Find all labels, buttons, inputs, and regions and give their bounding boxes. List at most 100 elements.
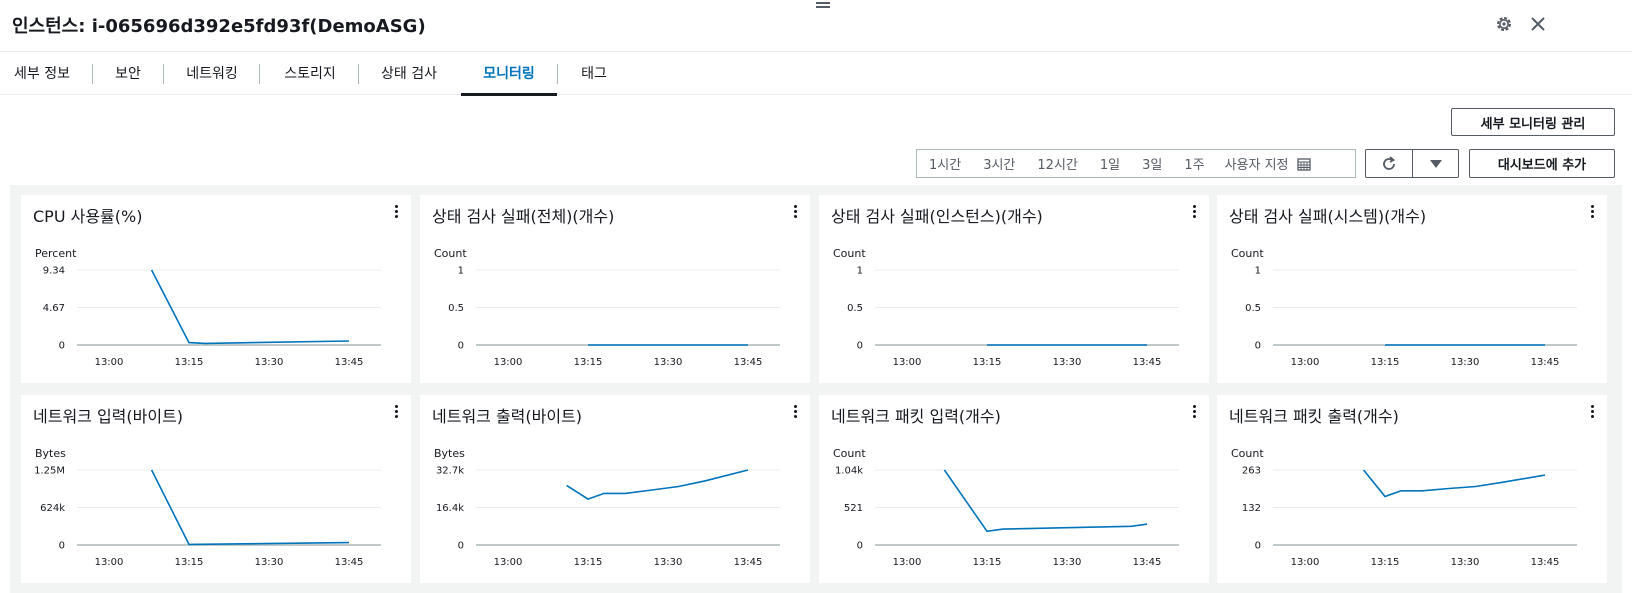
line-chart: 32.7k 16.4k 0 13:00 13:15 13:30 13:45 (436, 466, 780, 568)
y-tick-label: 32.7k (436, 466, 464, 477)
y-axis-unit-label: Count (833, 247, 866, 260)
tab-status-checks[interactable]: 상태 검사 (381, 66, 437, 82)
metric-card: 네트워크 입력(바이트) Bytes 1.25M 624k 0 13:00 13:15 13:… (21, 395, 411, 583)
time-range-1d[interactable]: 1일 (1099, 158, 1121, 173)
y-tick-label: 4.67 (43, 303, 65, 314)
page-title: 인스턴스: i-065696d392e5fd93f(DemoASG) (12, 16, 426, 37)
kebab-menu-icon[interactable] (788, 203, 802, 221)
x-tick-label: 13:00 (494, 557, 523, 568)
kebab-menu-icon[interactable] (1187, 403, 1201, 421)
time-range-1w[interactable]: 1주 (1184, 158, 1205, 173)
y-tick-label: 0 (1255, 341, 1261, 352)
x-tick-label: 13:00 (1291, 557, 1320, 568)
metric-card: 상태 검사 실패(시스템)(개수) Count 1 0.5 0 13:00 13:15 13:… (1217, 195, 1607, 383)
kebab-menu-icon[interactable] (389, 403, 403, 421)
tab-divider (92, 64, 93, 84)
y-axis-unit-label: Count (833, 447, 866, 460)
x-tick-label: 13:15 (175, 557, 204, 568)
metric-card: 네트워크 출력(바이트) Bytes 32.7k 16.4k 0 13:00 13:15 13… (420, 395, 810, 583)
tab-details[interactable]: 세부 정보 (14, 66, 70, 82)
y-tick-label: 0.5 (847, 303, 863, 314)
x-tick-label: 13:45 (1133, 557, 1162, 568)
x-tick-label: 13:00 (95, 357, 124, 368)
metric-card-title: 네트워크 출력(바이트) (432, 407, 583, 426)
x-tick-label: 13:45 (734, 557, 763, 568)
line-chart: 1 0.5 0 13:00 13:15 13:30 13:45 (847, 266, 1179, 368)
x-tick-label: 13:30 (255, 557, 284, 568)
y-axis-unit-label: Count (1231, 247, 1264, 260)
x-tick-label: 13:30 (654, 557, 683, 568)
x-tick-label: 13:45 (1531, 357, 1560, 368)
metric-card-title: 네트워크 패킷 입력(개수) (831, 407, 1001, 426)
tab-divider (259, 64, 260, 84)
calendar-icon[interactable] (1296, 157, 1311, 171)
gear-icon[interactable] (1494, 14, 1514, 34)
x-tick-label: 13:45 (335, 357, 364, 368)
time-range-custom[interactable]: 사용자 지정 (1224, 158, 1289, 173)
y-tick-label: 0 (1255, 541, 1261, 552)
kebab-menu-icon[interactable] (389, 203, 403, 221)
series-line (1362, 469, 1546, 498)
refresh-options-dropdown[interactable] (1412, 149, 1459, 178)
y-tick-label: 1 (458, 266, 464, 277)
metric-card-title: CPU 사용률(%) (33, 207, 143, 226)
line-chart: 1.04k 521 0 13:00 13:15 13:30 13:45 (835, 466, 1179, 568)
series-line (943, 469, 1148, 533)
tab-security[interactable]: 보안 (115, 66, 141, 82)
refresh-icon (1383, 155, 1396, 170)
x-tick-label: 13:30 (1053, 557, 1082, 568)
tab-storage[interactable]: 스토리지 (284, 66, 336, 82)
tab-monitoring[interactable]: 모니터링 (461, 53, 557, 96)
time-range-3h[interactable]: 3시간 (983, 158, 1016, 173)
close-icon[interactable] (1528, 14, 1548, 34)
add-to-dashboard-button[interactable]: 대시보드에 추가 (1469, 149, 1615, 178)
y-tick-label: 624k (40, 503, 65, 514)
y-tick-label: 0 (458, 541, 464, 552)
metric-card-title: 상태 검사 실패(시스템)(개수) (1229, 207, 1427, 226)
time-range-12h[interactable]: 12시간 (1037, 158, 1078, 173)
tab-tags[interactable]: 태그 (581, 66, 607, 82)
caret-down-icon (1429, 159, 1442, 168)
y-tick-label: 521 (844, 503, 863, 514)
x-tick-label: 13:45 (1531, 557, 1560, 568)
metric-card: 상태 검사 실패(인스턴스)(개수) Count 1 0.5 0 13:00 13:15 13… (819, 195, 1209, 383)
y-tick-label: 0 (857, 541, 863, 552)
y-tick-label: 1 (857, 266, 863, 277)
y-tick-label: 0.5 (1245, 303, 1261, 314)
y-tick-label: 1 (1255, 266, 1261, 277)
y-axis-unit-label: Percent (35, 247, 77, 260)
y-tick-label: 1.25M (34, 466, 65, 477)
tab-bar: 세부 정보 보안 네트워킹 스토리지 상태 검사 모니터링 태그 (0, 53, 1632, 96)
time-range-1h[interactable]: 1시간 (929, 158, 962, 173)
y-axis-unit-label: Count (434, 247, 467, 260)
x-tick-label: 13:15 (1371, 557, 1400, 568)
x-tick-label: 13:00 (893, 357, 922, 368)
x-tick-label: 13:30 (255, 357, 284, 368)
x-tick-label: 13:00 (494, 357, 523, 368)
kebab-menu-icon[interactable] (1585, 203, 1599, 221)
line-chart: 1 0.5 0 13:00 13:15 13:30 13:45 (1245, 266, 1577, 368)
refresh-button[interactable] (1365, 149, 1413, 178)
x-tick-label: 13:15 (973, 357, 1002, 368)
kebab-menu-icon[interactable] (1585, 403, 1599, 421)
time-range-3d[interactable]: 3일 (1142, 158, 1163, 173)
x-tick-label: 13:15 (973, 557, 1002, 568)
x-tick-label: 13:15 (1371, 357, 1400, 368)
y-tick-label: 0 (59, 341, 65, 352)
manage-detailed-monitoring-button[interactable]: 세부 모니터링 관리 (1451, 108, 1615, 136)
resize-handle[interactable] (816, 0, 830, 10)
metric-card-title: 네트워크 패킷 출력(개수) (1229, 407, 1399, 426)
y-tick-label: 0 (59, 541, 65, 552)
x-tick-label: 13:45 (1133, 357, 1162, 368)
x-tick-label: 13:30 (1451, 557, 1480, 568)
y-axis-unit-label: Count (1231, 447, 1264, 460)
metric-card: CPU 사용률(%) Percent 9.34 4.67 0 13:00 13:15 13:3… (21, 195, 411, 383)
kebab-menu-icon[interactable] (1187, 203, 1201, 221)
metric-card: 네트워크 패킷 입력(개수) Count 1.04k 521 0 13:00 13:15 13… (819, 395, 1209, 583)
metric-card-title: 네트워크 입력(바이트) (33, 407, 184, 426)
y-tick-label: 16.4k (436, 503, 464, 514)
tab-networking[interactable]: 네트워킹 (186, 66, 238, 82)
kebab-menu-icon[interactable] (788, 403, 802, 421)
x-tick-label: 13:15 (574, 557, 603, 568)
line-chart: 263 132 0 13:00 13:15 13:30 13:45 (1242, 466, 1577, 568)
